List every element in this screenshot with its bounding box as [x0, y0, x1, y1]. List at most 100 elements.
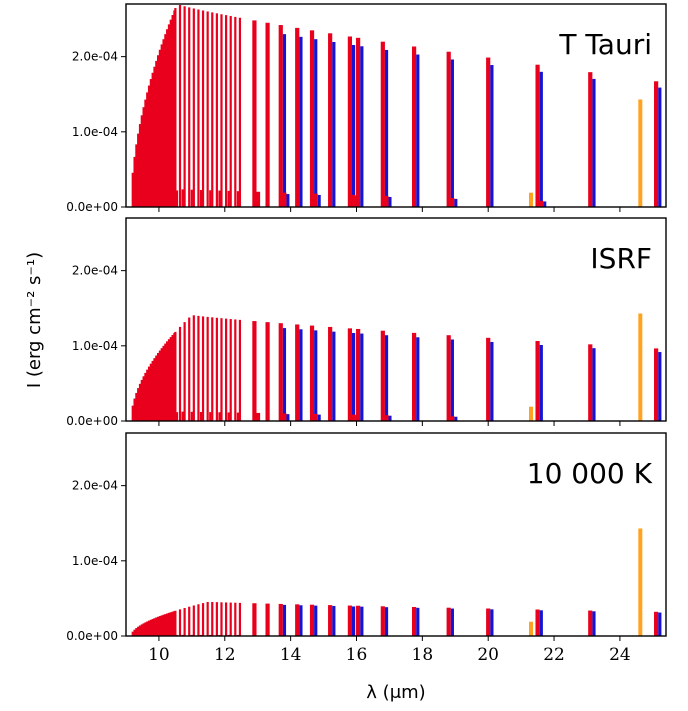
- red-bar: [238, 319, 242, 421]
- red-low-bar: [209, 412, 212, 421]
- red-bar: [192, 605, 195, 636]
- red-bar: [155, 355, 158, 421]
- red-bar: [153, 618, 156, 636]
- x-tick-label: 22: [543, 645, 565, 665]
- red-low-bar: [255, 412, 261, 421]
- red-bar: [252, 20, 257, 207]
- red-bar: [131, 172, 134, 207]
- red-bar: [153, 358, 156, 421]
- red-bar: [174, 610, 177, 636]
- red-bar: [144, 372, 147, 421]
- plot-frame: [125, 3, 667, 208]
- red-bar: [151, 72, 154, 208]
- red-low-bar: [199, 411, 203, 421]
- y-tick-label: 2.0e-04: [72, 50, 118, 64]
- red-bar: [347, 328, 353, 421]
- x-tick-label: 14: [280, 645, 302, 665]
- red-bar: [158, 616, 162, 636]
- panels: 0.0e+00 1.0e-04 2.0e-04 T Tauri 0.0e+00 1.0e-…: [66, 3, 667, 665]
- red-bar: [160, 44, 163, 208]
- panel-label: 10 000 K: [527, 457, 653, 490]
- red-bar: [211, 12, 214, 208]
- red-bar: [215, 317, 218, 421]
- red-low-bar: [384, 195, 389, 207]
- orange-bar: [529, 621, 533, 636]
- red-bar: [535, 341, 540, 421]
- red-bar: [328, 33, 333, 207]
- red-bar: [309, 30, 315, 208]
- panel-1: 0.0e+00 1.0e-04 2.0e-04 T Tauri: [66, 3, 667, 214]
- red-bar: [224, 602, 228, 636]
- red-bar: [149, 619, 152, 636]
- panel-label: T Tauri: [558, 28, 652, 61]
- blue-bar: [314, 39, 318, 208]
- red-bar: [252, 603, 257, 636]
- red-bar: [147, 620, 151, 636]
- blue-bar: [658, 352, 662, 421]
- red-bar: [162, 39, 165, 207]
- red-bar: [133, 156, 136, 207]
- red-bar: [211, 317, 214, 421]
- blue-low-bar: [543, 201, 547, 207]
- red-bar: [149, 79, 152, 207]
- blue-bar: [416, 54, 420, 208]
- blue-bar: [282, 604, 287, 636]
- red-low-bar: [450, 197, 455, 207]
- red-bar: [178, 5, 182, 207]
- red-low-bar: [236, 191, 240, 207]
- blue-bar: [450, 339, 454, 421]
- red-bar: [137, 626, 140, 636]
- red-bar: [654, 348, 659, 421]
- red-bar: [238, 17, 242, 208]
- red-bar: [188, 317, 191, 421]
- red-low-bar: [175, 412, 179, 421]
- red-bar: [588, 72, 593, 208]
- red-bar: [486, 337, 491, 421]
- red-bar: [234, 602, 237, 636]
- red-low-bar: [209, 190, 212, 207]
- red-bar: [197, 315, 200, 421]
- red-bar: [224, 15, 228, 208]
- blue-bar: [384, 607, 389, 636]
- red-bar: [192, 315, 195, 421]
- red-bar: [137, 133, 140, 207]
- blue-bar: [299, 329, 303, 421]
- y-tick-label: 1.0e-04: [72, 554, 118, 568]
- blue-bar: [314, 330, 318, 421]
- y-tick-label: 1.0e-04: [72, 339, 118, 353]
- blue-bar: [450, 59, 454, 207]
- plot-frame: [125, 432, 667, 637]
- y-axis-label: I (erg cm⁻² s⁻¹): [24, 252, 45, 388]
- red-low-bar: [450, 416, 455, 421]
- blue-low-bar: [454, 198, 458, 207]
- x-tick-label: 18: [412, 645, 434, 665]
- red-bar: [446, 335, 451, 421]
- plot-frame: [125, 217, 667, 422]
- red-bar: [155, 617, 158, 636]
- red-bar: [356, 328, 361, 421]
- panel-label: ISRF: [590, 242, 652, 275]
- red-bar: [224, 318, 228, 421]
- blue-bar: [384, 335, 389, 421]
- y-tick-label: 2.0e-04: [72, 264, 118, 278]
- red-bar: [486, 608, 491, 636]
- orange-bar: [638, 313, 643, 421]
- red-low-bar: [282, 413, 287, 421]
- red-low-bar: [218, 412, 221, 421]
- blue-bar: [282, 328, 287, 421]
- blue-bar: [490, 609, 494, 636]
- blue-bar: [352, 606, 356, 636]
- red-bar: [347, 605, 353, 636]
- red-bar: [178, 326, 182, 421]
- blue-bar: [539, 345, 543, 421]
- red-bar: [178, 609, 182, 636]
- red-bar: [206, 316, 209, 421]
- orange-bar: [529, 192, 533, 207]
- red-bar: [147, 85, 151, 207]
- red-low-bar: [351, 194, 356, 207]
- red-bar: [412, 332, 417, 421]
- panel-3: 0.0e+00 1.0e-04 2.0e-04 10 12 14 16 18 20 22 24 10 …: [66, 432, 667, 665]
- red-bar: [446, 51, 451, 208]
- red-bar: [162, 345, 165, 421]
- red-bar: [380, 330, 385, 421]
